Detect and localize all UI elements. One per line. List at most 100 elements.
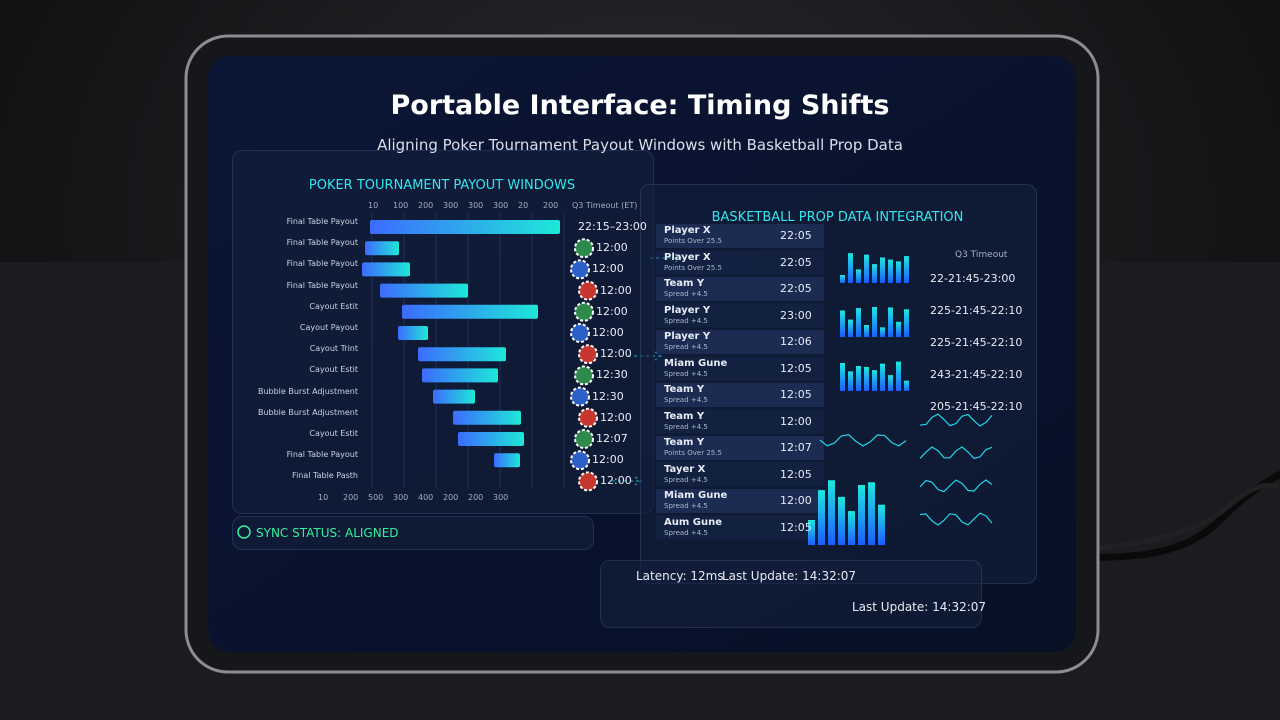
mini-bar: [848, 253, 853, 283]
prop-line: Spread +4.5: [664, 369, 708, 378]
bar: [458, 432, 524, 446]
mini-bar: [856, 365, 861, 391]
chip-icon: [574, 429, 594, 449]
mini-bar: [896, 261, 901, 283]
player-name: Player Y: [664, 304, 711, 316]
mini-bar: [880, 363, 885, 391]
mini-bar: [848, 511, 855, 545]
chip-icon: [578, 344, 598, 365]
row-time: 12:05: [780, 520, 812, 534]
timeout-window: 225-21:45-22:10: [930, 304, 1023, 317]
mini-bar: [840, 310, 845, 337]
mini-bar: [858, 484, 865, 545]
mini-bar: [880, 257, 885, 283]
axis-label: 200: [343, 493, 359, 502]
chip-icon: [578, 471, 598, 492]
axis-label: 10: [368, 201, 379, 210]
row-bg: [656, 250, 824, 275]
mini-bar: [864, 254, 869, 283]
mini-line: [919, 413, 993, 427]
mini-bar: [848, 319, 853, 337]
prop-line: Spread +4.5: [664, 316, 708, 325]
sync-icon: [237, 525, 251, 539]
row-bg: [656, 489, 824, 513]
row-label: Cayout Estit: [309, 301, 358, 311]
row-bg: [656, 383, 824, 407]
status-bar: [600, 560, 982, 628]
row-time: 12:07: [780, 441, 812, 454]
row-label: Bubble Burst Adjustment: [257, 407, 358, 417]
row-bg: [656, 303, 824, 328]
row-time: 12:00: [600, 474, 632, 488]
player-name: Team Y: [664, 437, 705, 448]
mini-bar: [888, 307, 893, 337]
row-time: 12:05: [780, 361, 812, 375]
last-update: Last Update: 14:32:07: [722, 569, 857, 583]
axis-label: 300: [493, 201, 509, 210]
panel-title: POKER TOURNAMENT PAYOUT WINDOWS: [308, 178, 576, 193]
prop-line: Spread +4.5: [664, 422, 708, 431]
row-time: 12:00: [596, 241, 628, 255]
axis-label: 300: [468, 201, 484, 210]
mini-bar: [864, 324, 869, 337]
last-update: Last Update: 14:32:07: [852, 600, 987, 614]
row-time: 12:00: [592, 262, 624, 276]
row-bg: [656, 224, 824, 248]
axis-label: 200: [468, 493, 484, 502]
row-label: Final Table Payout: [286, 450, 358, 460]
row-time: 12:00: [600, 283, 632, 297]
mini-bar: [880, 327, 885, 337]
bar: [418, 347, 506, 362]
bar: [453, 410, 521, 425]
chip-icon: [578, 280, 598, 301]
axis-label: 400: [418, 493, 434, 502]
prop-line: Points Over 25.5: [664, 237, 722, 245]
axis-label: 300: [443, 201, 459, 210]
column-header: Q3 Timeout: [955, 250, 1008, 260]
row-label: Cayout Trint: [309, 344, 358, 354]
row-label: Final Table Payout: [286, 238, 358, 248]
mini-line: [919, 479, 993, 493]
sync-bar: [232, 516, 594, 550]
axis-label: 100: [393, 201, 409, 210]
mini-bar: [888, 375, 893, 391]
timeout-window: 205-21:45-22:10: [930, 400, 1023, 413]
row-bg: [656, 277, 824, 301]
bar: [433, 389, 475, 404]
row-time: 23:00: [780, 308, 812, 322]
row-time: 12:00: [780, 494, 812, 507]
row-label: Final Table Payout: [286, 280, 358, 290]
timeout-window: 22-21:45-23:00: [930, 272, 1016, 285]
mini-bar: [838, 496, 845, 545]
mini-bar: [840, 362, 845, 391]
player-name: Tayer X: [664, 463, 706, 475]
prop-line: Spread +4.5: [664, 502, 708, 510]
mini-bar: [896, 321, 901, 337]
bar: [365, 241, 399, 256]
chip-icon: [570, 323, 590, 343]
cable: [1039, 482, 1280, 558]
mini-bar: [864, 366, 869, 391]
chip-icon: [574, 238, 594, 259]
player-name: Player X: [664, 251, 711, 263]
mini-bar: [818, 490, 825, 545]
subtitle: Aligning Poker Tournament Payout Windows…: [377, 136, 903, 154]
row-time: 12:00: [596, 304, 628, 318]
mini-bar: [904, 380, 909, 391]
timeout-window: 225-21:45-22:10: [930, 336, 1023, 349]
axis-label: 200: [443, 493, 459, 502]
row-time: 12:05: [780, 388, 812, 401]
mini-line: [819, 434, 907, 447]
row-label: Final Table Payout: [286, 259, 358, 269]
title: Portable Interface: Timing Shifts: [390, 90, 890, 121]
prop-line: Spread +4.5: [664, 396, 708, 404]
row-time: 22:05: [780, 229, 812, 242]
axis-label: 200: [418, 201, 434, 210]
mini-bar: [888, 259, 893, 283]
row-bg: [656, 409, 824, 434]
row-time: 12:07: [596, 432, 628, 445]
axis-label: 300: [393, 493, 409, 502]
row-bg: [656, 436, 824, 460]
